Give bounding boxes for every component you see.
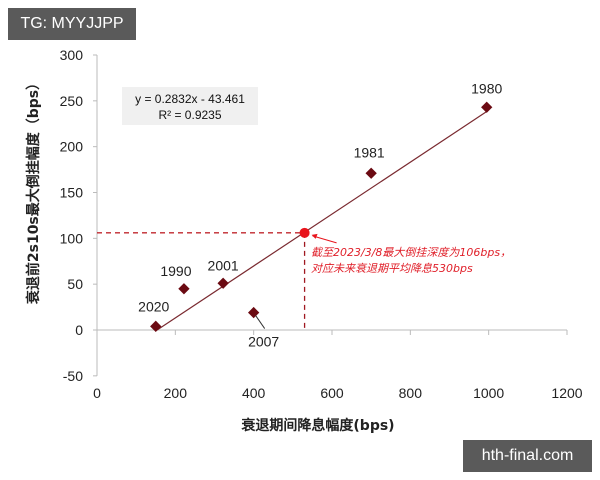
x-axis-title: 衰退期间降息幅度(bps): [240, 417, 394, 434]
x-tick-label: 1000: [473, 385, 504, 401]
data-point-marker: [178, 283, 190, 295]
x-tick-label: 200: [164, 385, 188, 401]
data-point-marker: [217, 277, 229, 289]
highlight-point: [299, 227, 310, 238]
data-point-label: 2001: [208, 257, 239, 273]
data-point-label: 2020: [138, 298, 169, 314]
data-point-marker: [150, 320, 162, 332]
x-tick-label: 800: [399, 385, 423, 401]
y-tick-label: 150: [60, 185, 84, 201]
y-tick-label: 0: [75, 322, 83, 338]
data-point-label: 1990: [160, 263, 191, 279]
y-tick-label: 250: [60, 93, 84, 109]
data-point-label: 1981: [354, 144, 385, 160]
y-tick-label: 50: [67, 276, 83, 292]
watermark-top-left: TG: MYYJJPP: [8, 8, 136, 40]
y-tick-label: 200: [60, 139, 84, 155]
equation-text: y = 0.2832x - 43.461: [135, 92, 245, 106]
x-tick-label: 1200: [551, 385, 582, 401]
data-point-marker: [248, 306, 260, 319]
equation-box: [122, 87, 258, 125]
y-tick-label: -50: [63, 368, 83, 384]
data-point-marker: [365, 167, 377, 179]
label-leader-line: [255, 315, 266, 329]
data-point-label: 1980: [471, 80, 502, 96]
x-tick-label: 0: [93, 385, 101, 401]
watermark-bottom-right: hth-final.com: [463, 440, 592, 472]
x-tick-label: 400: [242, 385, 266, 401]
y-tick-label: 100: [60, 230, 84, 246]
data-point-marker: [481, 101, 493, 113]
annotation-arrowhead: [311, 233, 318, 239]
annotation-text-line1: 截至2023/3/8最大倒挂深度为106bps，: [311, 246, 511, 259]
data-point-label: 2007: [248, 334, 279, 350]
x-tick-label: 600: [320, 385, 344, 401]
r-squared-text: R² = 0.9235: [158, 108, 221, 122]
y-tick-label: 300: [60, 47, 84, 63]
y-axis-title: 衰退前2s10s最大倒挂幅度（bps）: [25, 76, 42, 305]
annotation-arrow: [312, 235, 337, 244]
trendline: [156, 111, 488, 331]
annotation-text-line2: 对应未来衰退期平均降息530bps: [311, 262, 473, 275]
